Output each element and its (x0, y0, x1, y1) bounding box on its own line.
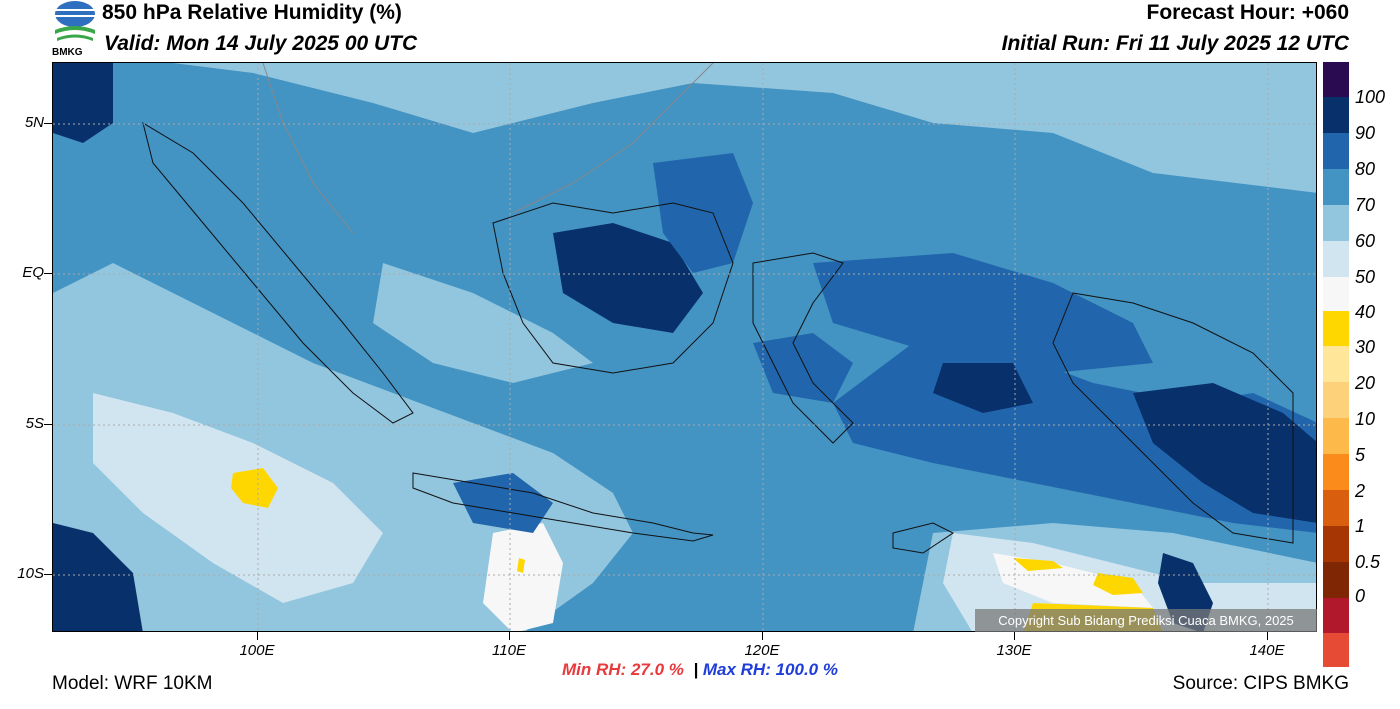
colorbar-swatch (1323, 346, 1349, 382)
colorbar-swatch (1323, 526, 1349, 562)
colorbar-swatch (1323, 382, 1349, 418)
colorbar-label: 30 (1355, 337, 1376, 357)
source-label: Source: CIPS BMKG (1172, 673, 1349, 694)
lat-label-5n: 5N (24, 114, 44, 131)
rh-stats: Min RH: 27.0 % | Max RH: 100.0 % (0, 660, 1400, 680)
colorbar-swatch (1323, 62, 1349, 97)
lat-tick (44, 574, 52, 575)
valid-time: Valid: Mon 14 July 2025 00 UTC (104, 32, 418, 55)
lon-tick (762, 632, 763, 640)
colorbar-label: 0.5 (1355, 552, 1381, 572)
lat-tick (44, 424, 52, 425)
lon-tick (509, 632, 510, 640)
colorbar-swatch (1323, 241, 1349, 277)
colorbar-swatch (1323, 490, 1349, 526)
model-label: Model: WRF 10KM (52, 673, 213, 694)
colorbar-label: 100 (1355, 87, 1386, 107)
lat-label-10s: 10S (17, 565, 44, 582)
colorbar-swatch (1323, 633, 1349, 667)
bmkg-logo (52, 0, 98, 60)
colorbar-swatch (1323, 133, 1349, 169)
lon-tick (257, 632, 258, 640)
colorbar-swatch (1323, 418, 1349, 454)
colorbar-label: 90 (1355, 123, 1376, 143)
colorbar-label: 10 (1355, 409, 1376, 429)
lon-label-140e: 140E (1249, 642, 1285, 659)
colorbar-swatch (1323, 311, 1349, 346)
stats-separator: | (693, 660, 699, 679)
lon-tick (1014, 632, 1015, 640)
lat-label-5s: 5S (25, 415, 44, 432)
min-rh: Min RH: 27.0 % (562, 660, 684, 679)
colorbar-swatch (1323, 562, 1349, 598)
humidity-map (52, 62, 1317, 632)
colorbar-label: 0 (1355, 586, 1366, 606)
colorbar-swatch (1323, 97, 1349, 133)
colorbar-label: 5 (1355, 445, 1366, 465)
max-rh: Max RH: 100.0 % (702, 660, 838, 679)
colorbar (1323, 62, 1349, 667)
colorbar-swatch (1323, 169, 1349, 205)
colorbar-label: 40 (1355, 302, 1376, 322)
colorbar-label: 60 (1355, 231, 1376, 251)
chart-title: 850 hPa Relative Humidity (%) (102, 1, 402, 24)
colorbar-label: 1 (1355, 516, 1366, 536)
colorbar-label: 80 (1355, 159, 1376, 179)
copyright-notice: Copyright Sub Bidang Prediksi Cuaca BMKG… (975, 609, 1317, 632)
colorbar-swatch (1323, 277, 1349, 311)
colorbar-label: 2 (1355, 481, 1366, 501)
lon-label-130e: 130E (996, 642, 1032, 659)
forecast-hour: Forecast Hour: +060 (1146, 1, 1350, 24)
lat-tick (44, 123, 52, 124)
lat-tick (44, 273, 52, 274)
lon-label-100e: 100E (239, 642, 275, 659)
colorbar-swatch (1323, 598, 1349, 633)
lon-tick (1267, 632, 1268, 640)
lat-label-eq: EQ (22, 264, 44, 281)
logo-text: BMKG (52, 47, 83, 58)
lon-label-120e: 120E (744, 642, 780, 659)
colorbar-label: 50 (1355, 267, 1376, 287)
colorbar-label: 70 (1355, 195, 1376, 215)
colorbar-swatch (1323, 205, 1349, 241)
lon-label-110e: 110E (492, 642, 526, 659)
colorbar-label: 20 (1355, 373, 1376, 393)
colorbar-swatch (1323, 454, 1349, 490)
initial-run: Initial Run: Fri 11 July 2025 12 UTC (1001, 32, 1349, 55)
